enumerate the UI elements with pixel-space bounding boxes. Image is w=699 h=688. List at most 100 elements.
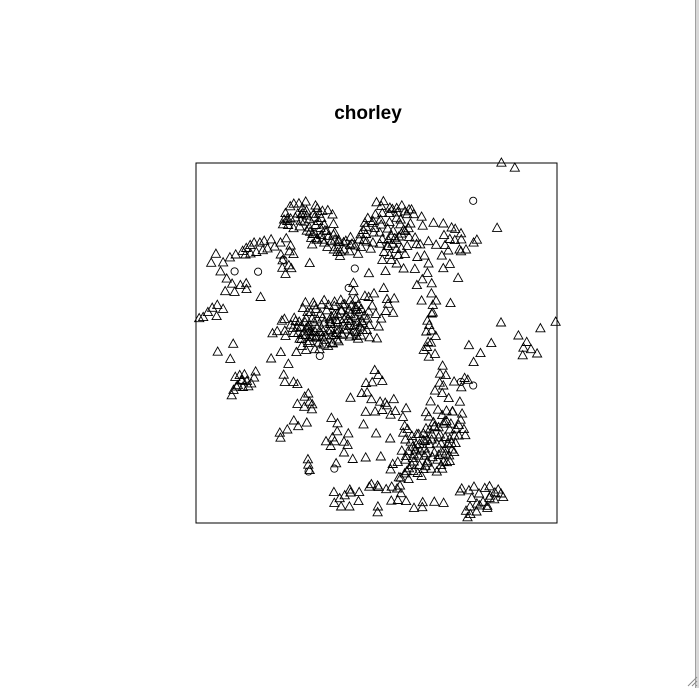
triangle-point: [425, 395, 437, 406]
triangle-point: [358, 234, 370, 245]
triangle-point: [422, 433, 433, 444]
triangle-point: [254, 236, 266, 247]
triangle-point: [274, 427, 286, 437]
triangle-point: [333, 335, 344, 346]
triangle-point: [242, 380, 254, 391]
triangle-point: [369, 364, 381, 375]
triangle-point: [321, 304, 333, 315]
triangle-point: [453, 419, 465, 430]
triangle-point: [385, 409, 396, 419]
triangle-point: [387, 203, 398, 214]
triangle-point: [328, 218, 339, 228]
triangle-point: [280, 268, 291, 278]
triangle-point: [241, 375, 253, 385]
triangle-point: [481, 502, 493, 512]
triangle-point: [388, 393, 400, 404]
triangle-point: [282, 219, 294, 229]
triangle-point: [433, 421, 444, 432]
triangle-point: [298, 401, 310, 411]
triangle-point: [360, 377, 372, 387]
triangle-point: [420, 325, 432, 336]
triangle-point: [217, 256, 229, 267]
triangle-point: [450, 423, 462, 433]
triangle-point: [352, 333, 364, 343]
triangle-point: [370, 308, 382, 318]
triangle-point: [319, 224, 331, 235]
triangle-point: [485, 337, 497, 348]
triangle-point: [409, 231, 421, 242]
triangle-point: [369, 222, 381, 232]
triangle-point: [292, 420, 304, 431]
triangle-point: [497, 491, 509, 502]
triangle-point: [385, 495, 397, 505]
triangle-point: [385, 254, 397, 264]
triangle-point: [343, 320, 355, 331]
triangle-point: [281, 423, 293, 434]
triangle-point: [280, 330, 291, 340]
triangle-point: [389, 405, 401, 416]
triangle-point: [484, 492, 495, 502]
triangle-point: [484, 480, 495, 491]
triangle-point: [491, 222, 503, 232]
triangle-point: [426, 307, 438, 318]
triangle-point: [342, 439, 353, 449]
triangle-point: [366, 299, 378, 310]
triangle-point: [240, 277, 252, 288]
triangle-point: [400, 402, 412, 413]
triangle-point: [367, 236, 379, 247]
triangle-point: [364, 331, 375, 342]
triangle-point: [295, 215, 307, 225]
triangle-point: [448, 446, 460, 457]
triangle-point: [460, 243, 472, 254]
triangle-point: [339, 489, 351, 500]
triangle-point: [344, 483, 356, 494]
triangle-point: [391, 243, 402, 254]
window-right-border[interactable]: [695, 0, 699, 688]
triangle-point: [401, 240, 413, 250]
triangle-point: [474, 499, 486, 510]
triangle-point: [387, 238, 398, 248]
triangle-point: [346, 238, 358, 248]
triangle-point: [368, 226, 379, 237]
triangle-point: [433, 449, 444, 459]
triangle-point: [215, 265, 226, 276]
triangle-point: [332, 316, 344, 327]
triangle-point: [378, 282, 390, 292]
triangle-point: [509, 162, 521, 172]
triangle-point: [271, 325, 283, 336]
triangle-point: [416, 470, 427, 480]
triangle-point: [275, 346, 287, 357]
triangle-point: [370, 208, 381, 219]
triangle-point: [430, 294, 442, 305]
triangle-point: [382, 222, 394, 233]
triangle-point: [358, 418, 369, 429]
triangle-point: [489, 486, 501, 497]
triangle-point: [221, 272, 233, 283]
triangle-point: [371, 196, 382, 207]
triangle-point: [400, 450, 412, 461]
resize-grip-icon[interactable]: [686, 675, 698, 687]
triangle-point: [419, 249, 430, 260]
triangle-point: [427, 306, 439, 317]
triangle-point: [290, 315, 301, 326]
triangle-point: [420, 460, 431, 471]
triangle-point: [304, 331, 316, 341]
triangle-point: [338, 436, 350, 446]
triangle-point: [326, 412, 337, 422]
triangle-point: [386, 481, 398, 491]
triangle-point: [513, 329, 524, 340]
triangle-point: [211, 310, 222, 321]
triangle-point: [432, 404, 444, 414]
triangle-point: [303, 325, 315, 336]
triangle-point: [403, 222, 414, 233]
triangle-point: [420, 406, 432, 417]
triangle-point: [416, 211, 427, 221]
plot-frame: [195, 162, 558, 524]
triangle-point: [421, 456, 433, 467]
triangle-point: [353, 486, 365, 497]
triangle-point: [376, 207, 388, 218]
triangle-point: [366, 376, 378, 387]
triangle-point: [310, 199, 321, 210]
triangle-point: [475, 347, 486, 358]
